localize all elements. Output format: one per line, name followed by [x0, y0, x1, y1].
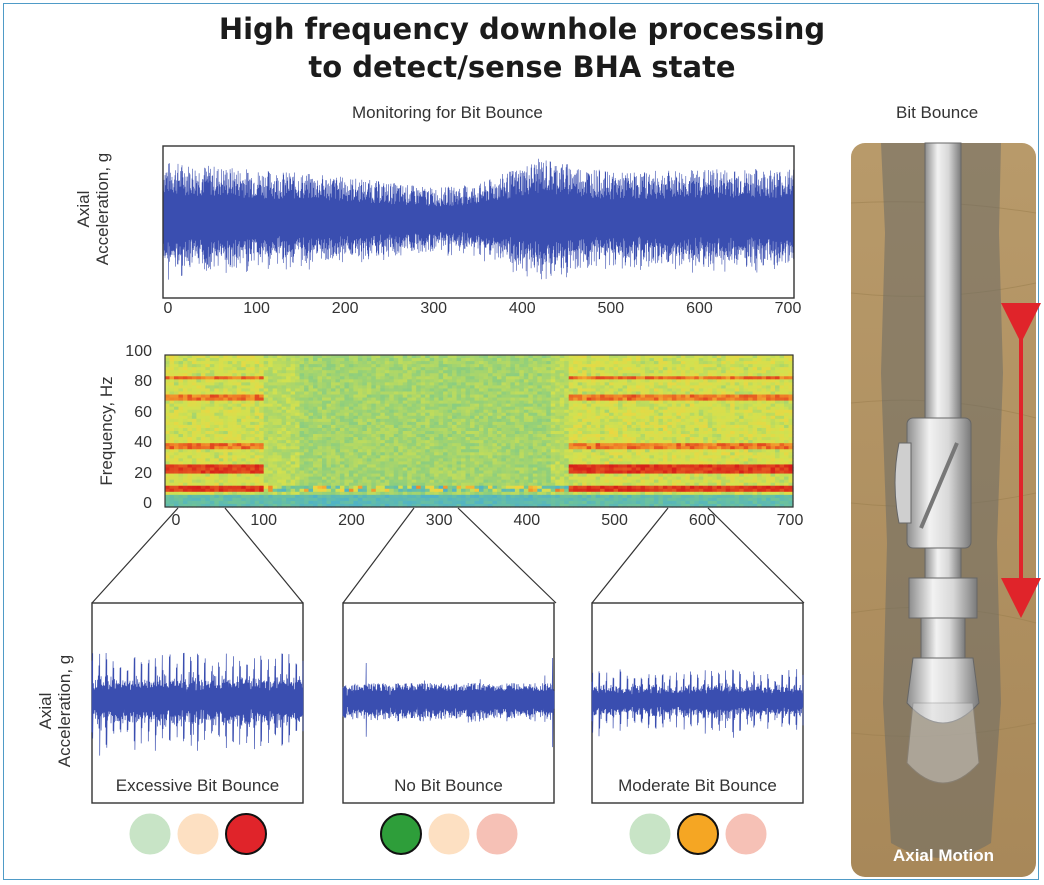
- bha-illustration: [850, 142, 1041, 877]
- green-indicator-light: [129, 813, 170, 855]
- orange-indicator-light: [177, 813, 218, 855]
- top-x-tick-label: 600: [686, 300, 713, 317]
- top-acceleration-trace: [162, 158, 795, 280]
- spectrogram-heatmap: [164, 354, 794, 508]
- top-acceleration-chart: [162, 145, 795, 299]
- spectrogram-x-tick-label: 600: [688, 512, 716, 529]
- spectrogram-x-tick-label: 500: [601, 512, 628, 529]
- zoom-panel-caption: No Bit Bounce: [394, 776, 503, 795]
- zoom-panel-caption: Moderate Bit Bounce: [618, 776, 777, 795]
- spectrogram-y-tick-label: 100: [125, 343, 152, 360]
- connector-line: [342, 507, 415, 604]
- collar: [908, 577, 978, 619]
- top-x-tick-label: 300: [420, 300, 448, 317]
- connector-line: [91, 507, 179, 604]
- green-indicator-light: [629, 813, 670, 855]
- top-plot-border: [162, 145, 795, 299]
- zoom-panel-2: [342, 602, 555, 804]
- top-x-tick-label: 400: [508, 300, 536, 317]
- spectrogram-x-tick-label: 700: [776, 512, 804, 529]
- spectrogram-border: [164, 354, 794, 508]
- state-indicator-lights: [629, 813, 766, 855]
- top-x-tick-label: 500: [597, 300, 625, 317]
- drill-bit: [906, 657, 980, 724]
- spectrogram-y-tick-label: 60: [134, 403, 152, 421]
- orange-indicator-light: [428, 813, 469, 855]
- title-line-1: High frequency downhole processing: [218, 12, 826, 46]
- top-x-tick-label: 100: [243, 300, 270, 317]
- spectrogram-cells: [165, 355, 794, 508]
- spectrogram-x-tick-label: 0: [171, 512, 181, 529]
- red-indicator-light: [725, 813, 766, 855]
- orange-indicator-light: [676, 813, 719, 855]
- zoom-trace-1: [91, 652, 304, 756]
- spectrogram-y-tick-label: 40: [134, 434, 152, 452]
- state-indicator-lights: [379, 813, 517, 855]
- axial-motion-caption: Axial Motion: [892, 846, 995, 865]
- zoom-panel-caption: Excessive Bit Bounce: [115, 776, 280, 795]
- state-indicator-lights: [129, 813, 267, 855]
- zoom-panel-3: [591, 602, 804, 804]
- top-x-tick-label: 0: [163, 300, 173, 317]
- zoom-trace-2: [342, 657, 555, 748]
- spectrogram-x-tick-label: 300: [425, 512, 453, 529]
- bottom-ylabel-line-2: Acceleration, g: [55, 654, 74, 768]
- title-line-2: to detect/sense BHA state: [308, 50, 736, 84]
- spectrogram-y-tick-label: 80: [134, 373, 152, 391]
- spectrogram-y-tick-label: 0: [143, 495, 152, 512]
- zoom-trace-3: [591, 669, 804, 738]
- spectrogram-x-tick-label: 100: [250, 512, 278, 529]
- top-x-tick-label: 200: [331, 300, 359, 317]
- red-indicator-light: [224, 813, 267, 855]
- right-title: Bit Bounce: [896, 103, 979, 122]
- red-indicator-light: [476, 813, 517, 855]
- spectrogram-x-tick-label: 400: [513, 512, 541, 529]
- connector-line: [224, 507, 304, 604]
- connector-line: [591, 507, 669, 604]
- spectrogram-y-tick-label: 20: [134, 464, 152, 482]
- connector-line: [457, 507, 557, 604]
- connector-line: [707, 507, 805, 604]
- monitor-title: Monitoring for Bit Bounce: [352, 103, 543, 122]
- zoom-panel-1: [91, 602, 304, 804]
- top-x-tick-label: 700: [774, 300, 802, 317]
- bottom-ylabel: Axial Acceleration, g: [36, 636, 78, 786]
- spectrogram-x-tick-label: 200: [338, 512, 365, 529]
- green-indicator-light: [379, 813, 422, 855]
- drill-pipe: [924, 142, 962, 424]
- bottom-ylabel-line-1: Axial: [36, 692, 55, 730]
